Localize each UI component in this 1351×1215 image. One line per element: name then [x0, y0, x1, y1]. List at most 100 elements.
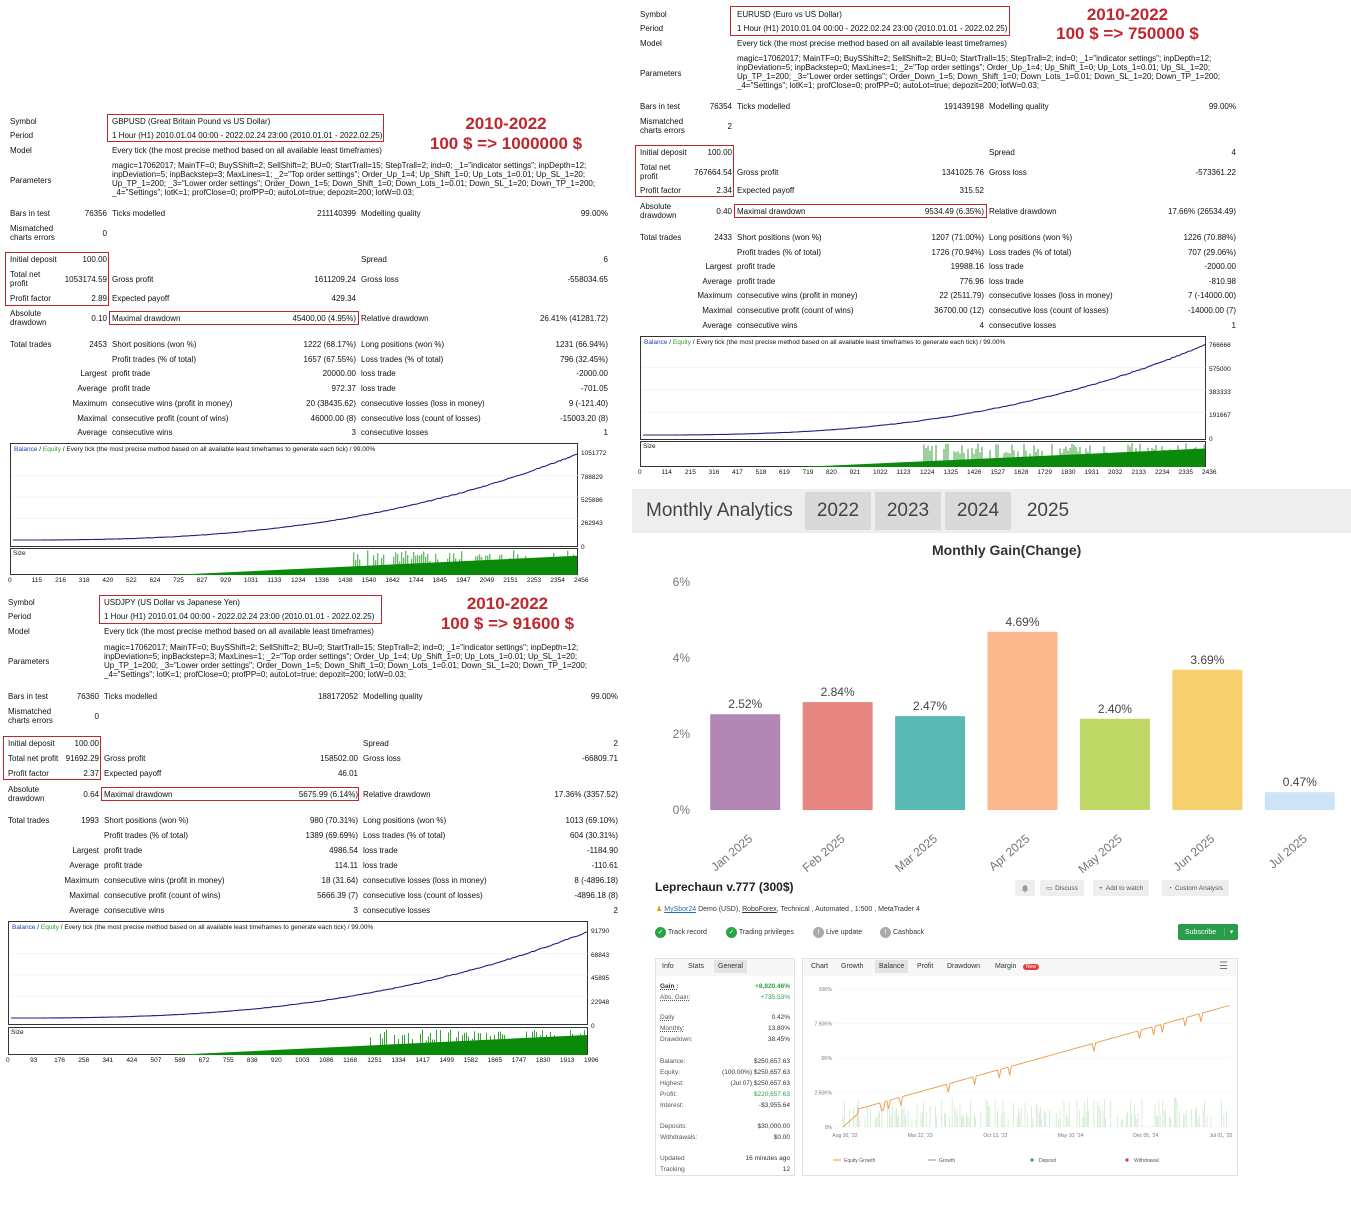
system-meta: , Technical , Automated , 1:500 , MetaTr… [776, 906, 920, 913]
x-tick: 2133 [1131, 469, 1146, 476]
x-tick: 1540 [361, 577, 377, 584]
balance-curve [641, 344, 1207, 436]
symbol-highlight-box [99, 595, 382, 624]
params-line: Up_TP_1=200; _3="Lower order settings"; … [104, 661, 588, 670]
add-to-watch-button[interactable]: + Add to watch [1093, 880, 1150, 896]
tt-label: Total trades [10, 340, 52, 349]
x-tick: 1123 [896, 469, 911, 476]
tab-stats[interactable]: Stats [688, 963, 704, 970]
stat-value: 1657 (67.55%) [303, 354, 356, 364]
gain-bar[interactable] [987, 631, 1058, 810]
gl-value: -66809.71 [581, 754, 618, 763]
gl-label: Gross loss [989, 168, 1027, 177]
promo-years: 2010-2022 [465, 114, 547, 133]
tab-2022[interactable]: 2022 [805, 492, 871, 530]
custom-analysis-button[interactable]: ◔ Custom Analysis [1162, 880, 1229, 896]
symbol-label: Symbol [640, 10, 667, 19]
gl-label: Gross loss [363, 754, 401, 763]
chart-caption: Balance / Equity / Every tick (the most … [14, 446, 376, 453]
stat-value: 776.96 [959, 276, 984, 286]
y-tick: 45895 [591, 975, 610, 982]
y-tick-label: 6% [673, 575, 691, 589]
md-label: Maximal drawdown [737, 207, 806, 216]
rd-value: 17.66% (26534.49) [1167, 207, 1236, 216]
stat-value: 972.37 [331, 384, 356, 394]
tab-2023[interactable]: 2023 [875, 492, 941, 530]
gain-bar[interactable] [1264, 792, 1335, 810]
tab-balance[interactable]: Balance [875, 960, 909, 973]
y-tick-label: 10K% [819, 987, 833, 993]
month-label: Mar 2025 [892, 831, 940, 875]
stat-value: -2000.00 [576, 369, 608, 379]
gain-bar[interactable] [895, 716, 966, 810]
x-tick: 522 [125, 577, 137, 584]
broker-link[interactable]: RoboForex [742, 906, 777, 913]
stat-value: -4896.18 (8) [574, 891, 618, 900]
gain-bar[interactable] [1079, 718, 1150, 810]
bell-button[interactable] [1015, 880, 1035, 896]
tt-label: Total trades [640, 233, 682, 242]
period-label: Period [640, 24, 664, 33]
stat-prefix: Maximal [77, 413, 107, 423]
gain-bar[interactable] [802, 702, 873, 810]
rd-label: Relative drawdown [363, 790, 431, 799]
gain-bar[interactable] [1172, 669, 1243, 810]
stat-label: profit trade [737, 276, 776, 286]
stat-prefix: Average [69, 861, 99, 870]
x-tick: 929 [220, 577, 232, 584]
x-tick: 2049 [479, 577, 495, 584]
tab-2024[interactable]: 2024 [945, 492, 1011, 530]
rd-label: Relative drawdown [361, 314, 429, 323]
balance-chart: Balance / Equity / Every tick (the most … [8, 921, 589, 1025]
deposit-value: 100.00 [74, 739, 99, 748]
y-tick: 1051772 [581, 450, 607, 457]
x-tick: 1325 [943, 469, 958, 476]
md-label: Maximal drawdown [112, 314, 181, 323]
gain-bar[interactable] [710, 714, 781, 810]
tab-2025[interactable]: 2025 [1015, 492, 1081, 530]
stat-value: 5666.39 (7) [317, 891, 358, 900]
ticks-value: 188172052 [317, 692, 358, 701]
x-tick: 114 [661, 469, 672, 476]
stat-label: profit trade [112, 369, 151, 379]
tab-profit[interactable]: Profit [917, 963, 934, 970]
tab-drawdown[interactable]: Drawdown [947, 963, 981, 970]
x-tick: 755 [222, 1057, 234, 1064]
info-row-value: +8,820.46% [755, 983, 790, 990]
x-tick: 1996 [584, 1057, 599, 1064]
promo-result: 100 $ => 1000000 $ [429, 134, 583, 153]
params-line: magic=17062017; MainTF=0; BuySShift=2; S… [104, 643, 579, 652]
discuss-button[interactable]: ▭ Discuss [1040, 880, 1084, 896]
growth-tabs: Chart Growth Balance Profit Drawdown Mar… [803, 959, 1237, 976]
info-row-label: Deposits: [660, 1123, 688, 1130]
tab-margin[interactable]: Margin [995, 963, 1017, 970]
info-row-label: Profit: [660, 1091, 677, 1098]
stat-label: consecutive profit (count of wins) [737, 306, 854, 315]
badge-track-record: ✓ Track record [655, 927, 707, 938]
x-tick: 1499 [439, 1057, 454, 1064]
stat-value: 2 [613, 906, 618, 915]
stat-prefix: Average [77, 428, 107, 438]
author-link[interactable]: MySbor24 [664, 906, 697, 913]
tab-info[interactable]: Info [662, 963, 674, 970]
info-row-value: 13.80% [767, 1025, 790, 1032]
tab-chart[interactable]: Chart [811, 963, 829, 970]
x-tick-label: Oct 13, '23 [983, 1133, 1007, 1139]
x-tick: 1830 [535, 1057, 551, 1064]
params-label: Parameters [640, 69, 682, 78]
badge-live-update: ! Live update [813, 927, 862, 938]
tab-general[interactable]: General [714, 960, 747, 973]
info-row-value: +735.53% [760, 994, 790, 1001]
month-label: May 2025 [1075, 831, 1125, 876]
bar-value-label: 2.47% [913, 699, 947, 713]
stat-prefix: Maximum [697, 291, 732, 301]
subscribe-button[interactable]: Subscribe ▾ [1178, 924, 1238, 940]
pf-value: 2.34 [716, 186, 732, 195]
x-tick: 318 [78, 577, 90, 584]
mq-label: Modelling quality [363, 692, 423, 701]
pf-value: 2.89 [91, 294, 107, 303]
settings-sliders-icon[interactable]: ☰ [1219, 961, 1228, 972]
tab-growth[interactable]: Growth [841, 963, 864, 970]
promo-years: 2010-2022 [1086, 5, 1169, 24]
stat-label: consecutive wins [104, 906, 165, 915]
